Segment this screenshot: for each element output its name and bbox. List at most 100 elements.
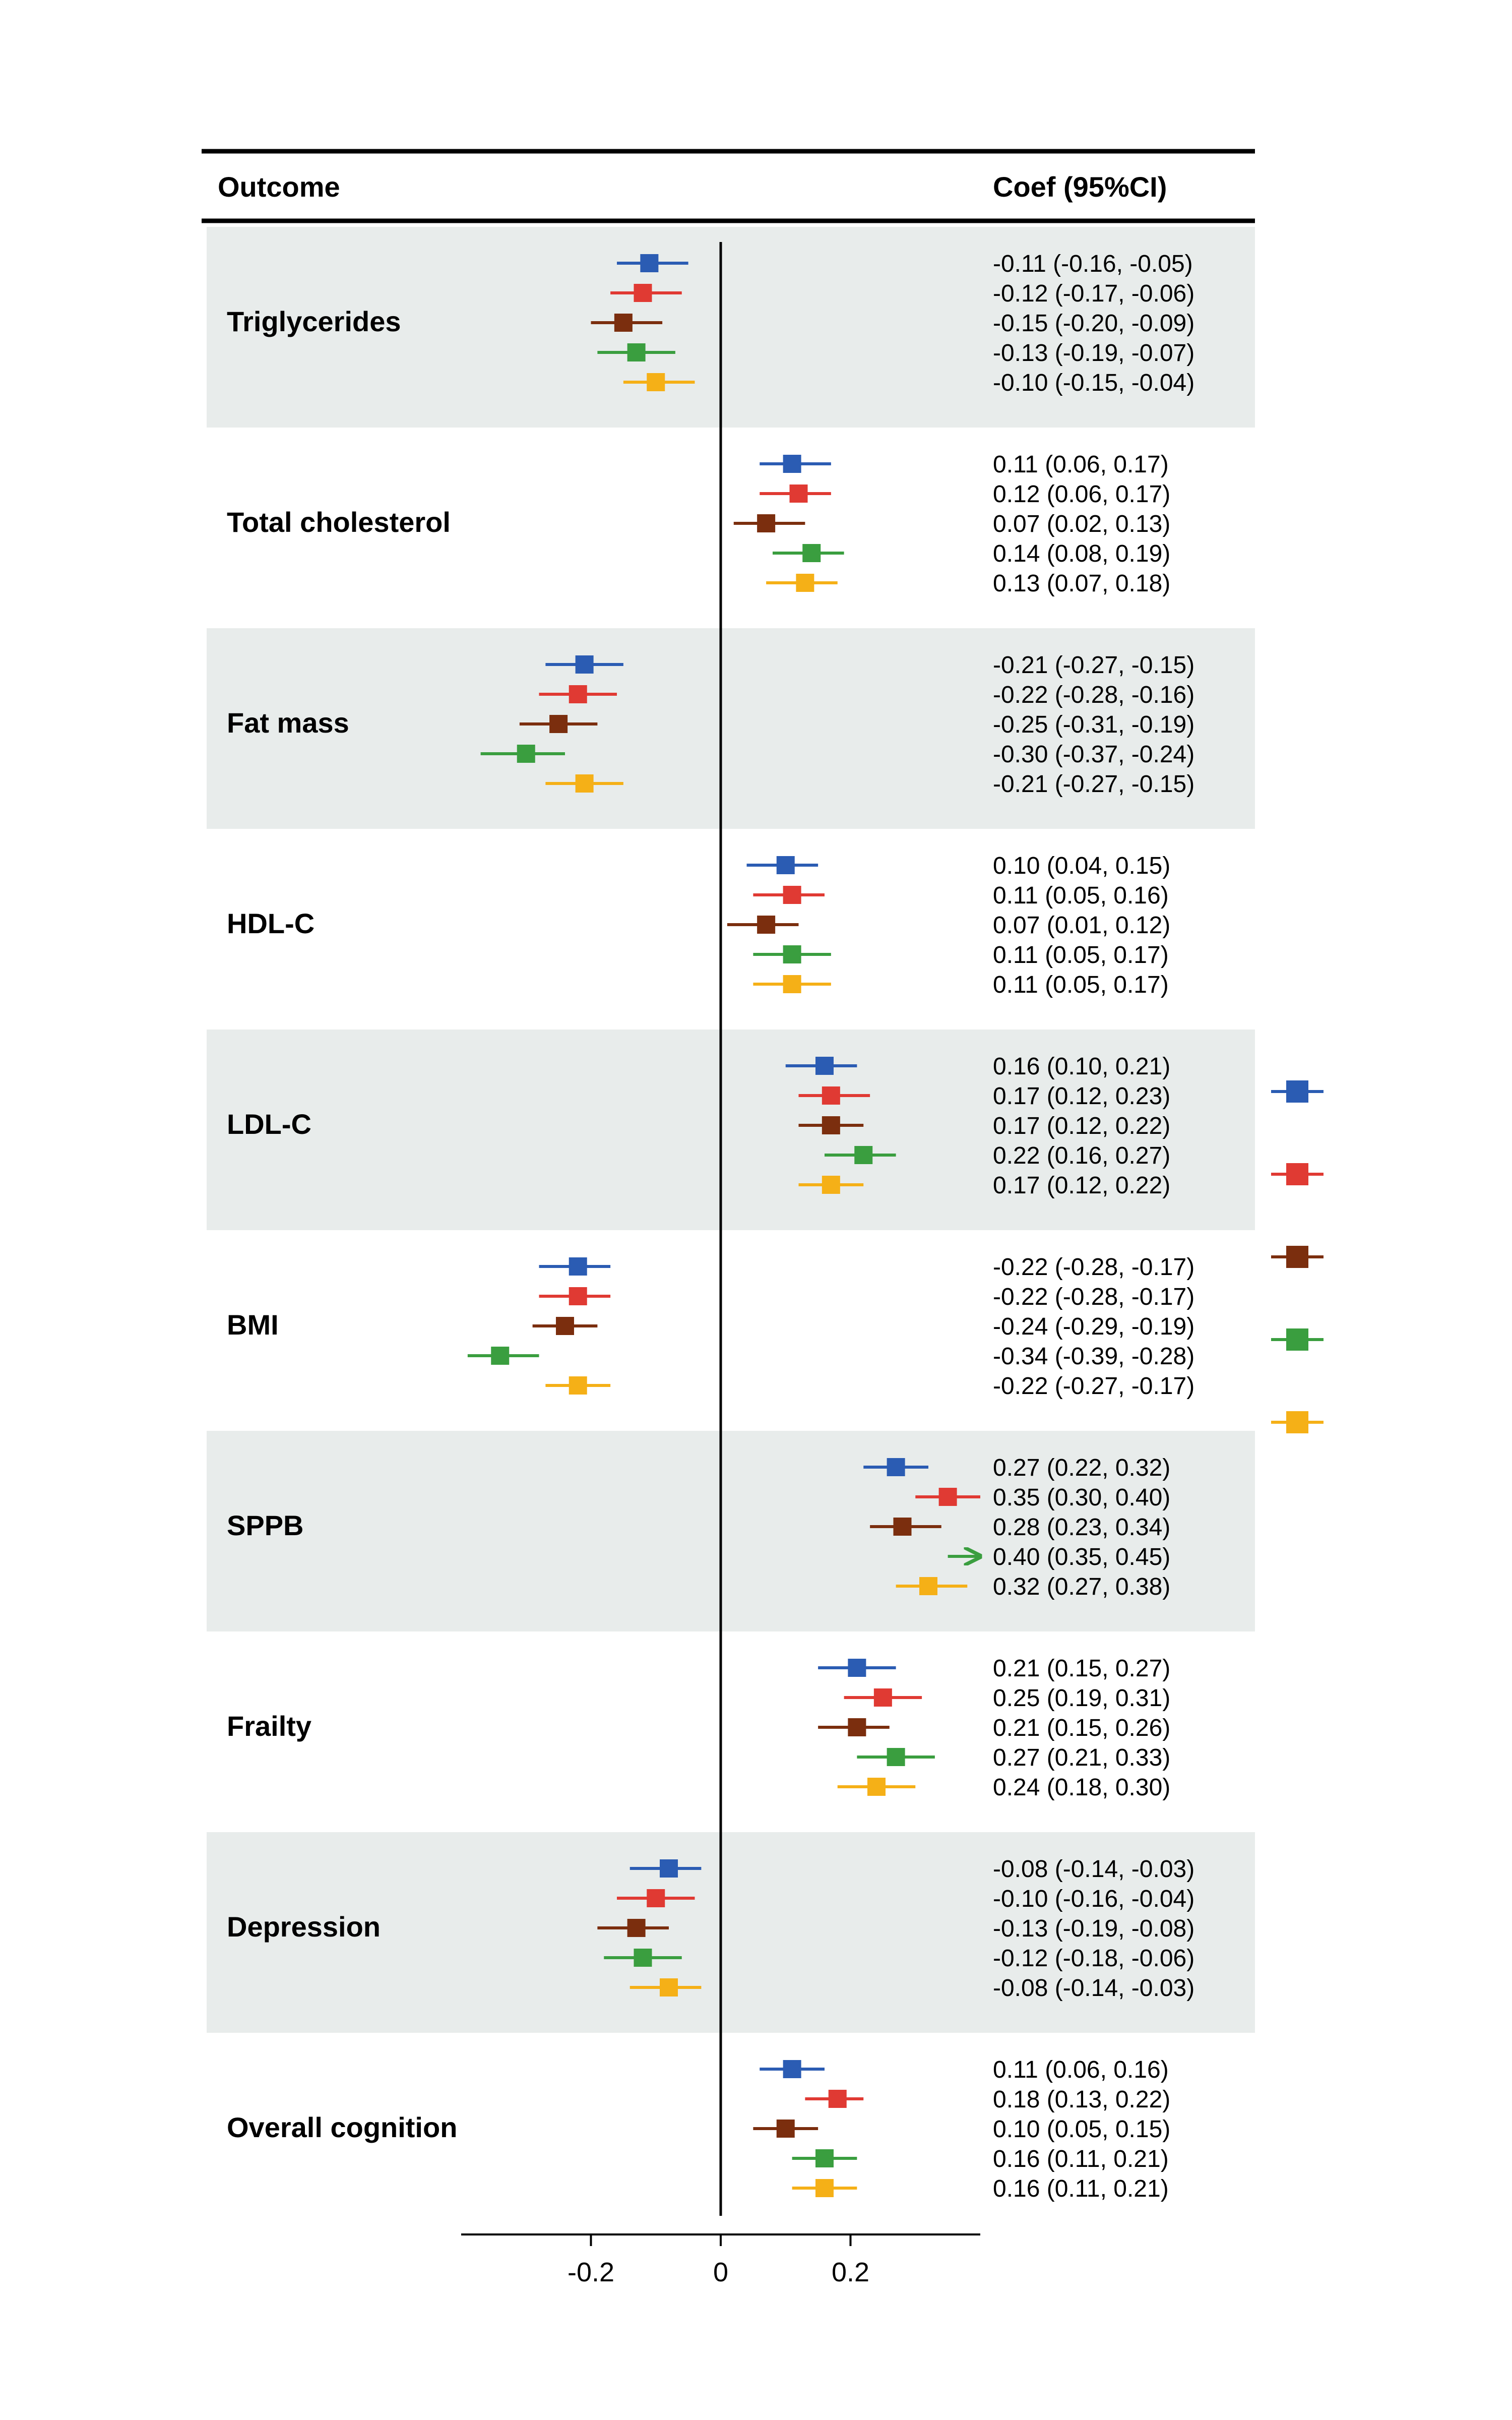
point-estimate (919, 1577, 937, 1595)
row-band (207, 628, 1255, 829)
coef-ci-text: 0.16 (0.10, 0.21) (993, 1053, 1170, 1080)
point-estimate (783, 455, 801, 473)
coef-ci-text: 0.11 (0.06, 0.17) (993, 451, 1169, 478)
coef-ci-text: 0.27 (0.21, 0.33) (993, 1744, 1170, 1771)
point-estimate (783, 945, 801, 963)
point-estimate (893, 1518, 912, 1536)
coef-ci-text: 0.12 (0.06, 0.17) (993, 481, 1170, 508)
point-estimate (848, 1718, 866, 1736)
point-estimate (873, 1688, 892, 1707)
coef-ci-text: 0.11 (0.06, 0.16) (993, 2056, 1169, 2083)
point-estimate (789, 485, 808, 503)
row-band (207, 1431, 1255, 1631)
point-estimate (822, 1176, 840, 1194)
coef-ci-text: -0.12 (-0.17, -0.06) (993, 280, 1194, 307)
legend-key-square (1286, 1246, 1308, 1268)
point-estimate (776, 2120, 795, 2138)
coef-ci-text: 0.16 (0.11, 0.21) (993, 2175, 1169, 2202)
coef-ci-text: -0.08 (-0.14, -0.03) (993, 1856, 1194, 1883)
outcome-header: Outcome (218, 171, 340, 203)
coef-ci-text: 0.10 (0.05, 0.15) (993, 2116, 1170, 2143)
coef-ci-text: 0.40 (0.35, 0.45) (993, 1544, 1170, 1570)
coef-ci-text: -0.08 (-0.14, -0.03) (993, 1975, 1194, 2002)
point-estimate (660, 1978, 678, 1996)
point-estimate (887, 1458, 905, 1476)
coef-ci-text: 0.21 (0.15, 0.27) (993, 1655, 1170, 1682)
coef-ci-text: -0.10 (-0.16, -0.04) (993, 1886, 1194, 1912)
point-estimate (517, 745, 535, 763)
outcome-label: BMI (227, 1309, 279, 1341)
coef-ci-text: 0.11 (0.05, 0.17) (993, 972, 1169, 998)
coef-ci-text: -0.25 (-0.31, -0.19) (993, 711, 1194, 738)
coef-ci-texts: -0.11 (-0.16, -0.05) -0.12 (-0.17, -0.06)… (993, 251, 1194, 2202)
point-estimate (783, 2060, 801, 2078)
coef-ci-text: -0.12 (-0.18, -0.06) (993, 1945, 1194, 1972)
row-band (207, 1230, 1255, 1431)
row-band (207, 227, 1255, 428)
outcome-label: Frailty (227, 1710, 311, 1742)
point-estimate (575, 655, 594, 674)
point-estimate (802, 544, 821, 562)
legend-key-square (1286, 1163, 1308, 1185)
point-estimate (569, 685, 587, 703)
outcome-label: Triglycerides (227, 306, 401, 337)
coef-ci-text: -0.22 (-0.27, -0.17) (993, 1373, 1194, 1400)
coef-ci-text: -0.21 (-0.27, -0.15) (993, 652, 1194, 679)
coef-ci-text: 0.17 (0.12, 0.23) (993, 1083, 1170, 1110)
x-tick-label: -0.2 (568, 2257, 614, 2287)
outcome-label: HDL-C (227, 908, 314, 939)
point-estimate (815, 2149, 834, 2167)
row-band (207, 428, 1255, 628)
coef-header: Coef (95%CI) (993, 171, 1167, 203)
coef-ci-text: -0.24 (-0.29, -0.19) (993, 1313, 1194, 1340)
estimate-marks (467, 254, 980, 2197)
coef-ci-text: -0.15 (-0.20, -0.09) (993, 310, 1194, 337)
coef-ci-text: 0.28 (0.23, 0.34) (993, 1514, 1170, 1541)
point-estimate (887, 1748, 905, 1766)
point-estimate (828, 2090, 847, 2108)
point-estimate (783, 886, 801, 904)
coef-ci-text: -0.34 (-0.39, -0.28) (993, 1343, 1194, 1370)
row-bands (207, 227, 1255, 2233)
point-estimate (491, 1347, 510, 1365)
coef-ci-text: 0.25 (0.19, 0.31) (993, 1685, 1170, 1712)
legend-key-square (1286, 1080, 1308, 1103)
coef-ci-text: 0.17 (0.12, 0.22) (993, 1113, 1170, 1139)
point-estimate (854, 1146, 873, 1164)
point-estimate (627, 1919, 646, 1937)
outcome-label: Fat mass (227, 707, 349, 739)
point-estimate (634, 1949, 652, 1967)
point-estimate (776, 856, 795, 874)
legend-key-square (1286, 1328, 1308, 1351)
coef-ci-text: 0.27 (0.22, 0.32) (993, 1455, 1170, 1481)
point-estimate (848, 1659, 866, 1677)
coef-ci-text: 0.16 (0.11, 0.21) (993, 2146, 1169, 2172)
coef-ci-text: 0.07 (0.02, 0.13) (993, 511, 1170, 537)
legend-key-square (1286, 1411, 1308, 1433)
coef-ci-text: 0.22 (0.16, 0.27) (993, 1142, 1170, 1169)
point-estimate (757, 916, 776, 934)
point-estimate (627, 343, 646, 361)
coef-ci-text: 0.13 (0.07, 0.18) (993, 570, 1170, 597)
point-estimate (640, 254, 659, 272)
coef-ci-text: 0.14 (0.08, 0.19) (993, 540, 1170, 567)
point-estimate (867, 1778, 886, 1796)
coef-ci-text: -0.11 (-0.16, -0.05) (993, 251, 1193, 277)
point-estimate (647, 1889, 665, 1907)
point-estimate (660, 1859, 678, 1878)
point-estimate (647, 373, 665, 391)
coef-ci-text: 0.24 (0.18, 0.30) (993, 1774, 1170, 1801)
point-estimate (569, 1287, 587, 1305)
outcome-labels: Triglycerides Total cholesterol Fat mass HD… (227, 306, 457, 2143)
coef-ci-text: 0.07 (0.01, 0.12) (993, 912, 1170, 939)
point-estimate (822, 1086, 840, 1105)
point-estimate (569, 1376, 587, 1395)
coef-ci-text: 0.10 (0.04, 0.15) (993, 853, 1170, 879)
x-tick-label: 0 (713, 2257, 728, 2287)
point-estimate (569, 1257, 587, 1276)
coef-ci-text: 0.18 (0.13, 0.22) (993, 2086, 1170, 2113)
coef-ci-text: -0.21 (-0.27, -0.15) (993, 771, 1194, 798)
point-estimate (556, 1317, 574, 1335)
coef-ci-text: -0.13 (-0.19, -0.08) (993, 1915, 1194, 1942)
point-estimate (614, 314, 633, 332)
